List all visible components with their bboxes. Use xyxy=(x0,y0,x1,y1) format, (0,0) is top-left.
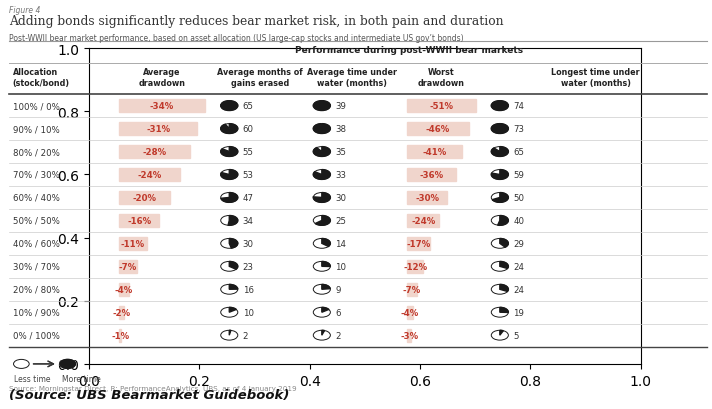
Text: -30%: -30% xyxy=(415,193,439,202)
Text: -4%: -4% xyxy=(401,308,419,317)
Text: 24: 24 xyxy=(513,262,524,271)
Text: -28%: -28% xyxy=(142,148,167,157)
Text: 70% / 30%: 70% / 30% xyxy=(13,171,60,180)
Text: 16: 16 xyxy=(243,285,253,294)
Text: 14: 14 xyxy=(335,239,346,248)
Text: 34: 34 xyxy=(243,216,253,225)
Text: -1%: -1% xyxy=(111,331,130,340)
Text: 29: 29 xyxy=(513,239,524,248)
Text: Average
drawdown: Average drawdown xyxy=(138,67,186,88)
Text: 24: 24 xyxy=(513,285,524,294)
Text: -11%: -11% xyxy=(121,239,145,248)
Text: Worst
drawdown: Worst drawdown xyxy=(418,67,465,88)
Text: -7%: -7% xyxy=(403,285,421,294)
Text: -31%: -31% xyxy=(146,125,170,134)
Text: -3%: -3% xyxy=(400,331,419,340)
Text: 0% / 100%: 0% / 100% xyxy=(13,331,60,340)
Text: 50: 50 xyxy=(513,193,524,202)
Text: Average months of
gains erased: Average months of gains erased xyxy=(217,67,303,88)
Text: -7%: -7% xyxy=(119,262,137,271)
Text: 65: 65 xyxy=(243,102,253,111)
Text: (Source: UBS Bearmarket Guidebook): (Source: UBS Bearmarket Guidebook) xyxy=(9,388,290,401)
Text: Average time under
water (months): Average time under water (months) xyxy=(308,67,397,88)
Text: Less time: Less time xyxy=(14,374,51,383)
Text: 47: 47 xyxy=(243,193,253,202)
Text: -24%: -24% xyxy=(412,216,436,225)
Text: 90% / 10%: 90% / 10% xyxy=(13,125,60,134)
Text: 35: 35 xyxy=(335,148,346,157)
Text: 30% / 70%: 30% / 70% xyxy=(13,262,60,271)
Text: Figure 4: Figure 4 xyxy=(9,6,41,15)
Text: 2: 2 xyxy=(335,331,341,340)
Text: 2: 2 xyxy=(243,331,248,340)
Text: 40% / 60%: 40% / 60% xyxy=(13,239,60,248)
Text: Allocation
(stock/bond): Allocation (stock/bond) xyxy=(13,67,70,88)
Text: -34%: -34% xyxy=(150,102,174,111)
Text: -16%: -16% xyxy=(127,216,151,225)
Text: -17%: -17% xyxy=(407,239,431,248)
Text: Post-WWII bear market performance, based on asset allocation (US large-cap stock: Post-WWII bear market performance, based… xyxy=(9,34,464,43)
Text: 30: 30 xyxy=(243,239,253,248)
Text: More time: More time xyxy=(62,374,100,383)
Text: 59: 59 xyxy=(513,171,524,180)
Text: 100% / 0%: 100% / 0% xyxy=(13,102,60,111)
Text: -41%: -41% xyxy=(423,148,447,157)
Text: 50% / 50%: 50% / 50% xyxy=(13,216,60,225)
Text: 23: 23 xyxy=(243,262,253,271)
Text: 19: 19 xyxy=(513,308,524,317)
Text: 55: 55 xyxy=(243,148,253,157)
Text: -2%: -2% xyxy=(112,308,130,317)
Text: 60% / 40%: 60% / 40% xyxy=(13,193,60,202)
Text: -46%: -46% xyxy=(426,125,450,134)
Text: 74: 74 xyxy=(513,102,524,111)
Text: 53: 53 xyxy=(243,171,253,180)
Text: -51%: -51% xyxy=(429,102,454,111)
Text: Performance during post-WWII bear markets: Performance during post-WWII bear market… xyxy=(295,46,523,55)
Text: -4%: -4% xyxy=(115,285,133,294)
Text: -12%: -12% xyxy=(403,262,427,271)
Text: 10: 10 xyxy=(243,308,253,317)
Text: -36%: -36% xyxy=(419,171,444,180)
Text: -20%: -20% xyxy=(132,193,156,202)
Text: 30: 30 xyxy=(335,193,346,202)
Text: 20% / 80%: 20% / 80% xyxy=(13,285,60,294)
Text: 60: 60 xyxy=(243,125,253,134)
Text: Longest time under
water (months): Longest time under water (months) xyxy=(551,67,640,88)
Text: 73: 73 xyxy=(513,125,524,134)
Text: 6: 6 xyxy=(335,308,341,317)
Text: 9: 9 xyxy=(335,285,341,294)
Text: Source: Morningstar Direct, R: PerformanceAnalytics, UBS, as of 4 January 2019: Source: Morningstar Direct, R: Performan… xyxy=(9,385,297,391)
Text: 33: 33 xyxy=(335,171,346,180)
Text: 80% / 20%: 80% / 20% xyxy=(13,148,60,157)
Text: 5: 5 xyxy=(513,331,519,340)
Text: 10% / 90%: 10% / 90% xyxy=(13,308,60,317)
Text: 25: 25 xyxy=(335,216,346,225)
Text: -24%: -24% xyxy=(137,171,162,180)
Text: 40: 40 xyxy=(513,216,524,225)
Text: 65: 65 xyxy=(513,148,524,157)
Text: 38: 38 xyxy=(335,125,346,134)
Text: 39: 39 xyxy=(335,102,346,111)
Text: Adding bonds significantly reduces bear market risk, in both pain and duration: Adding bonds significantly reduces bear … xyxy=(9,15,504,28)
Text: 10: 10 xyxy=(335,262,346,271)
